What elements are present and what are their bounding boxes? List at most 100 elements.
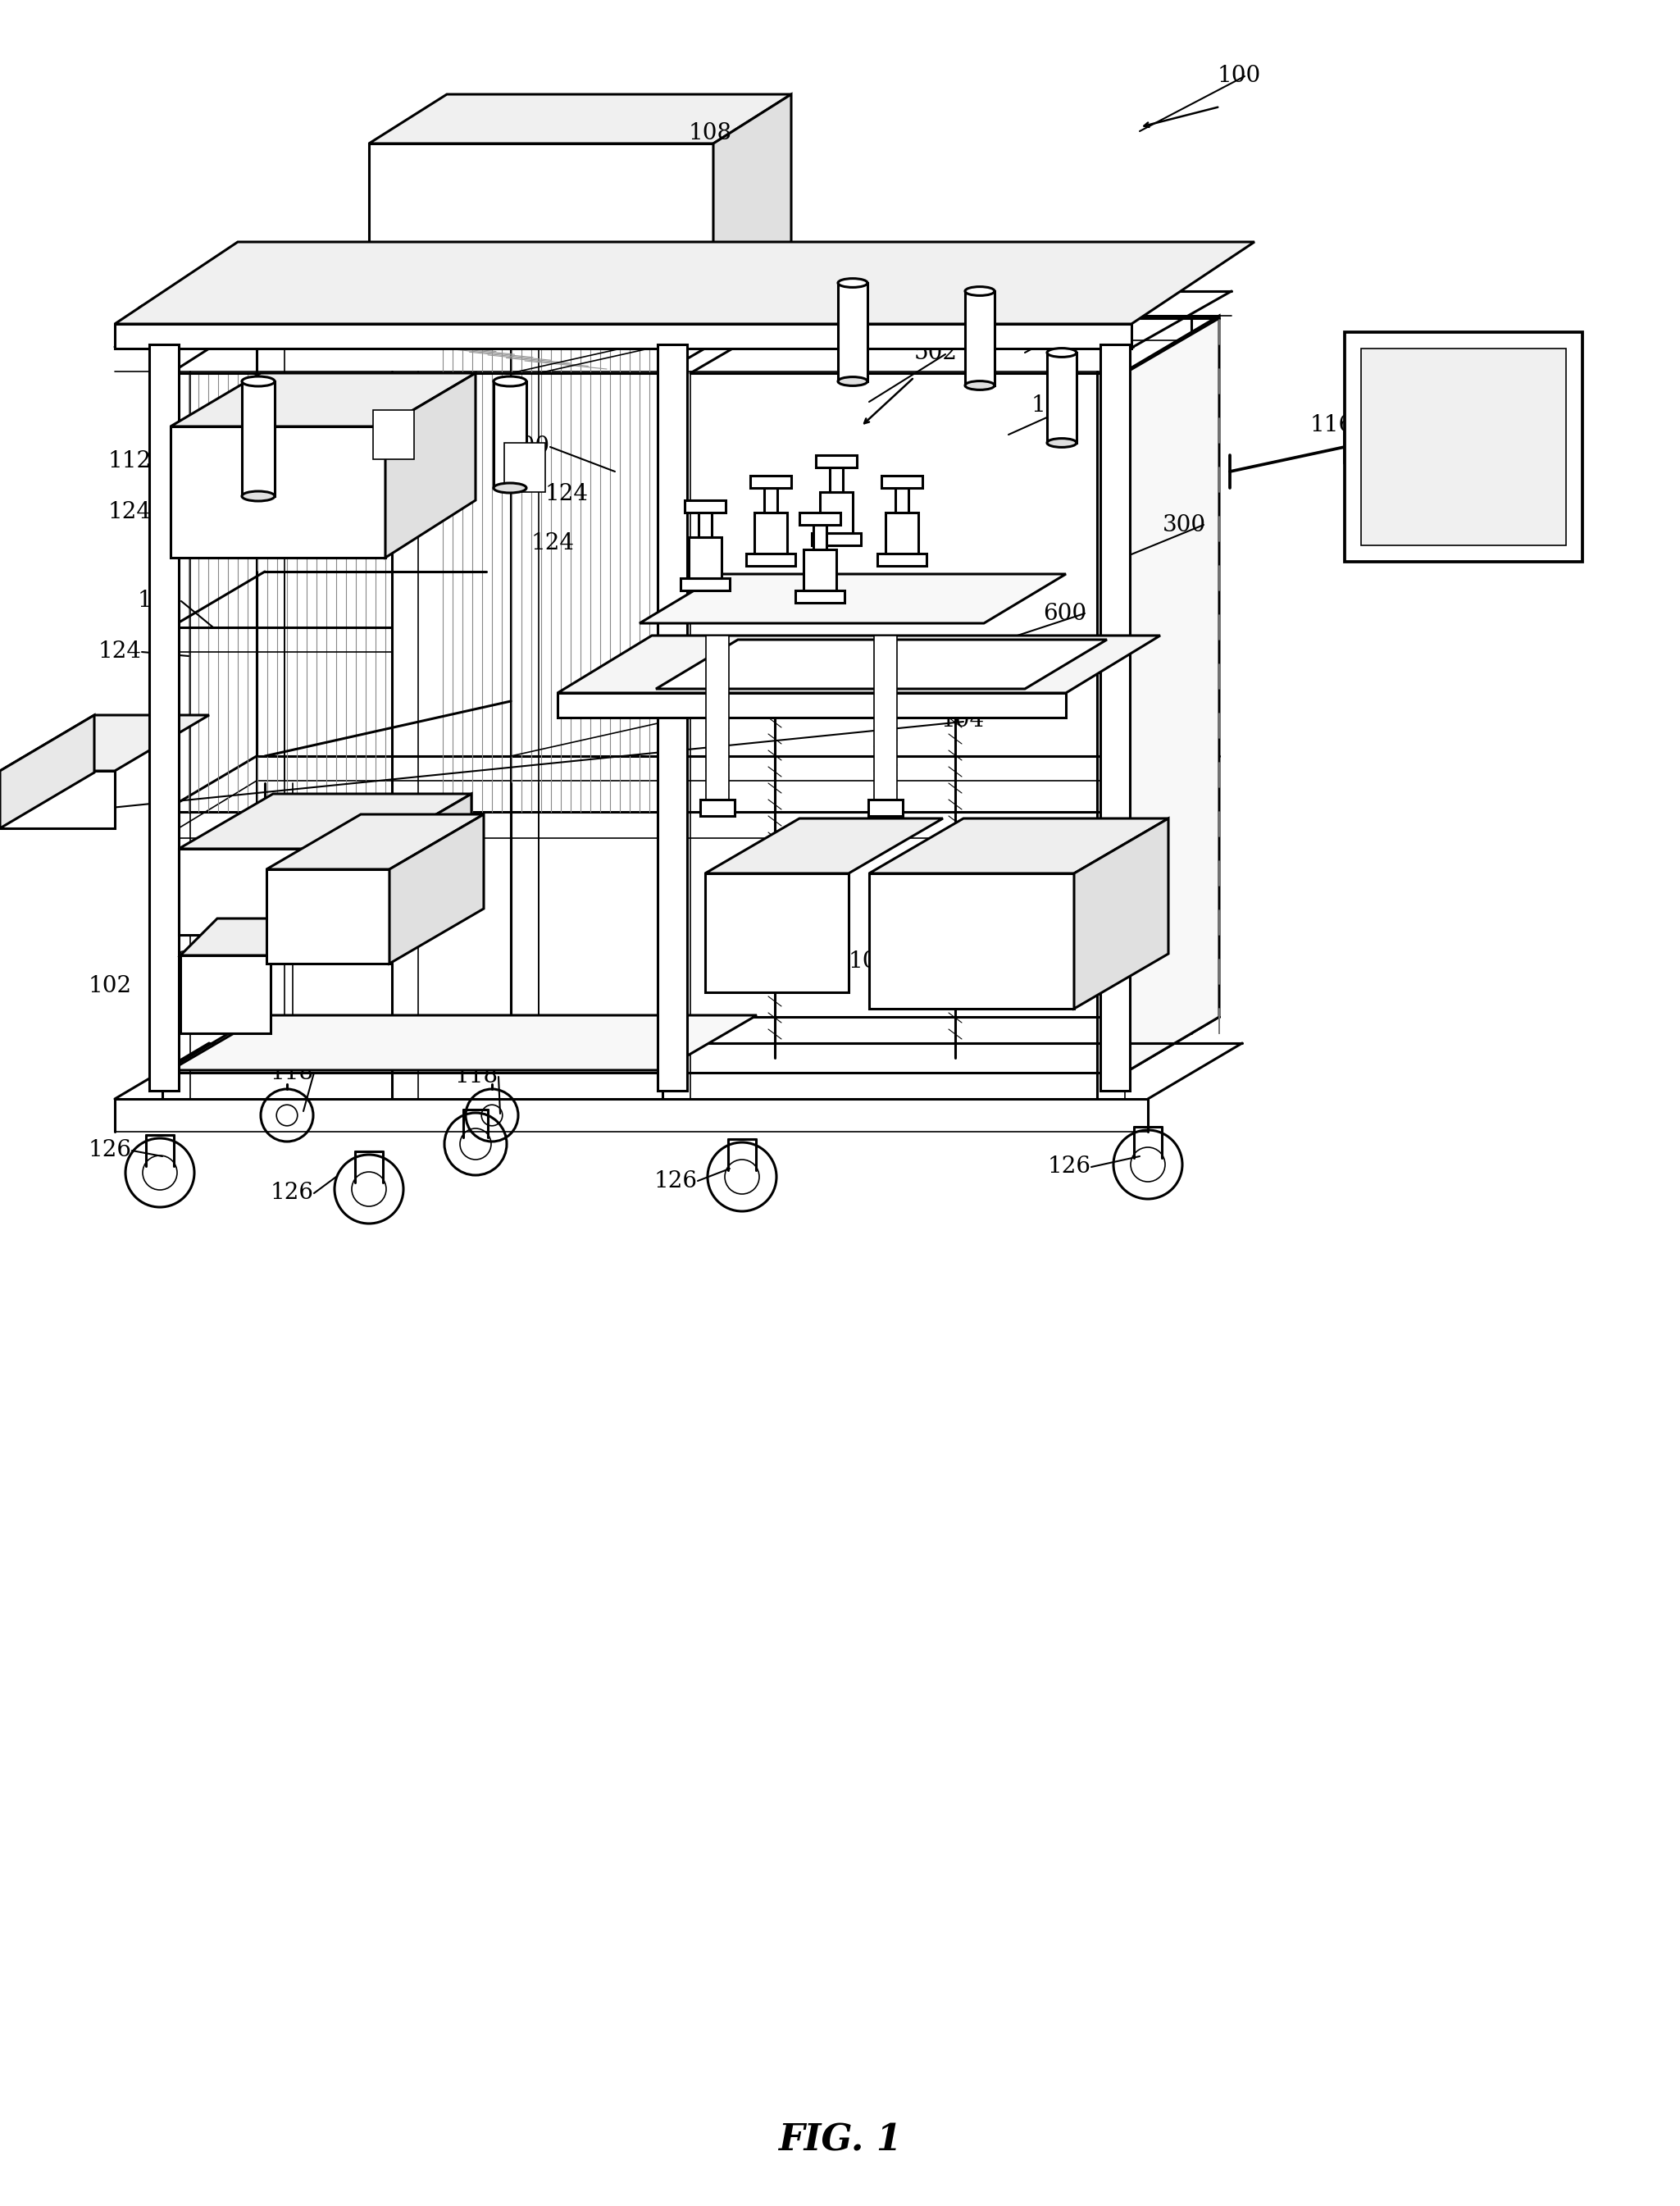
Polygon shape <box>811 534 860 545</box>
Polygon shape <box>751 476 791 488</box>
Text: 118: 118 <box>455 1065 499 1088</box>
Polygon shape <box>242 382 274 496</box>
Polygon shape <box>558 635 1161 693</box>
Polygon shape <box>869 818 1168 874</box>
Text: 126: 126 <box>270 1182 314 1204</box>
Polygon shape <box>869 874 1074 1008</box>
Polygon shape <box>171 1015 756 1070</box>
Text: 114: 114 <box>171 860 213 882</box>
Text: 124: 124 <box>1048 307 1092 329</box>
Polygon shape <box>171 426 385 558</box>
Polygon shape <box>504 443 546 492</box>
Polygon shape <box>885 512 919 554</box>
Text: 118: 118 <box>270 1061 314 1083</box>
Polygon shape <box>1344 333 1583 563</box>
Text: 104: 104 <box>941 708 984 730</box>
Ellipse shape <box>1047 349 1077 357</box>
Text: 122: 122 <box>165 951 207 973</box>
Polygon shape <box>706 874 848 993</box>
Text: 124: 124 <box>108 501 151 523</box>
Polygon shape <box>689 536 721 578</box>
Polygon shape <box>701 799 734 816</box>
Polygon shape <box>370 143 714 324</box>
Text: 600: 600 <box>1043 602 1087 624</box>
Ellipse shape <box>494 377 526 386</box>
Text: 126: 126 <box>89 1141 133 1163</box>
Ellipse shape <box>964 382 995 390</box>
Polygon shape <box>0 715 94 827</box>
Polygon shape <box>171 373 475 426</box>
Text: 102: 102 <box>1037 893 1080 915</box>
Ellipse shape <box>242 377 274 386</box>
Polygon shape <box>795 591 845 602</box>
Polygon shape <box>830 468 843 492</box>
Polygon shape <box>1361 349 1566 545</box>
Polygon shape <box>558 693 1065 717</box>
Polygon shape <box>680 578 729 591</box>
Polygon shape <box>714 278 791 340</box>
Text: 126: 126 <box>1048 1156 1092 1178</box>
Polygon shape <box>1074 818 1168 1008</box>
Ellipse shape <box>1047 439 1077 448</box>
Text: 300: 300 <box>1163 514 1206 536</box>
Ellipse shape <box>242 492 274 501</box>
Polygon shape <box>746 554 795 567</box>
Polygon shape <box>895 488 909 512</box>
Polygon shape <box>267 869 390 964</box>
Polygon shape <box>874 635 897 799</box>
Polygon shape <box>373 410 413 459</box>
Polygon shape <box>178 849 376 935</box>
Polygon shape <box>114 243 1255 324</box>
Polygon shape <box>764 488 778 512</box>
Text: 124: 124 <box>875 280 919 302</box>
Ellipse shape <box>838 377 867 386</box>
Polygon shape <box>803 549 837 591</box>
Polygon shape <box>385 373 475 558</box>
Polygon shape <box>390 814 484 964</box>
Text: 126: 126 <box>654 1169 697 1191</box>
Text: FIG. 1: FIG. 1 <box>778 2122 902 2157</box>
Polygon shape <box>754 512 788 554</box>
Polygon shape <box>706 818 942 874</box>
Text: 110: 110 <box>138 589 181 613</box>
Text: 106: 106 <box>136 304 178 326</box>
Ellipse shape <box>964 287 995 296</box>
Polygon shape <box>150 344 178 1090</box>
Text: 124: 124 <box>99 642 141 664</box>
Polygon shape <box>685 501 726 512</box>
Polygon shape <box>178 794 472 849</box>
Text: 502: 502 <box>914 342 958 364</box>
Polygon shape <box>882 476 922 488</box>
Text: 500: 500 <box>507 437 551 459</box>
Polygon shape <box>370 324 714 340</box>
Polygon shape <box>877 554 926 567</box>
Text: 124: 124 <box>1032 395 1075 417</box>
Text: 102: 102 <box>89 975 133 997</box>
Polygon shape <box>0 770 114 827</box>
Text: 102: 102 <box>848 951 892 973</box>
Polygon shape <box>0 715 208 770</box>
Polygon shape <box>655 640 1107 688</box>
Polygon shape <box>838 282 867 382</box>
Text: 116: 116 <box>1310 415 1354 437</box>
Ellipse shape <box>838 278 867 287</box>
Polygon shape <box>376 794 472 935</box>
Text: 102: 102 <box>509 240 553 265</box>
Text: 120: 120 <box>260 907 304 929</box>
Polygon shape <box>1100 344 1131 1090</box>
Polygon shape <box>657 344 687 1090</box>
Polygon shape <box>494 382 526 488</box>
Polygon shape <box>1047 353 1077 443</box>
Polygon shape <box>714 95 791 324</box>
Polygon shape <box>869 799 902 816</box>
Polygon shape <box>820 492 853 534</box>
Text: 602: 602 <box>887 684 931 706</box>
Polygon shape <box>813 525 827 549</box>
Polygon shape <box>640 574 1065 624</box>
Polygon shape <box>964 291 995 386</box>
Polygon shape <box>1126 315 1220 1072</box>
Polygon shape <box>114 324 1131 349</box>
Polygon shape <box>370 95 791 143</box>
Polygon shape <box>706 635 729 799</box>
Text: 112: 112 <box>108 450 151 472</box>
